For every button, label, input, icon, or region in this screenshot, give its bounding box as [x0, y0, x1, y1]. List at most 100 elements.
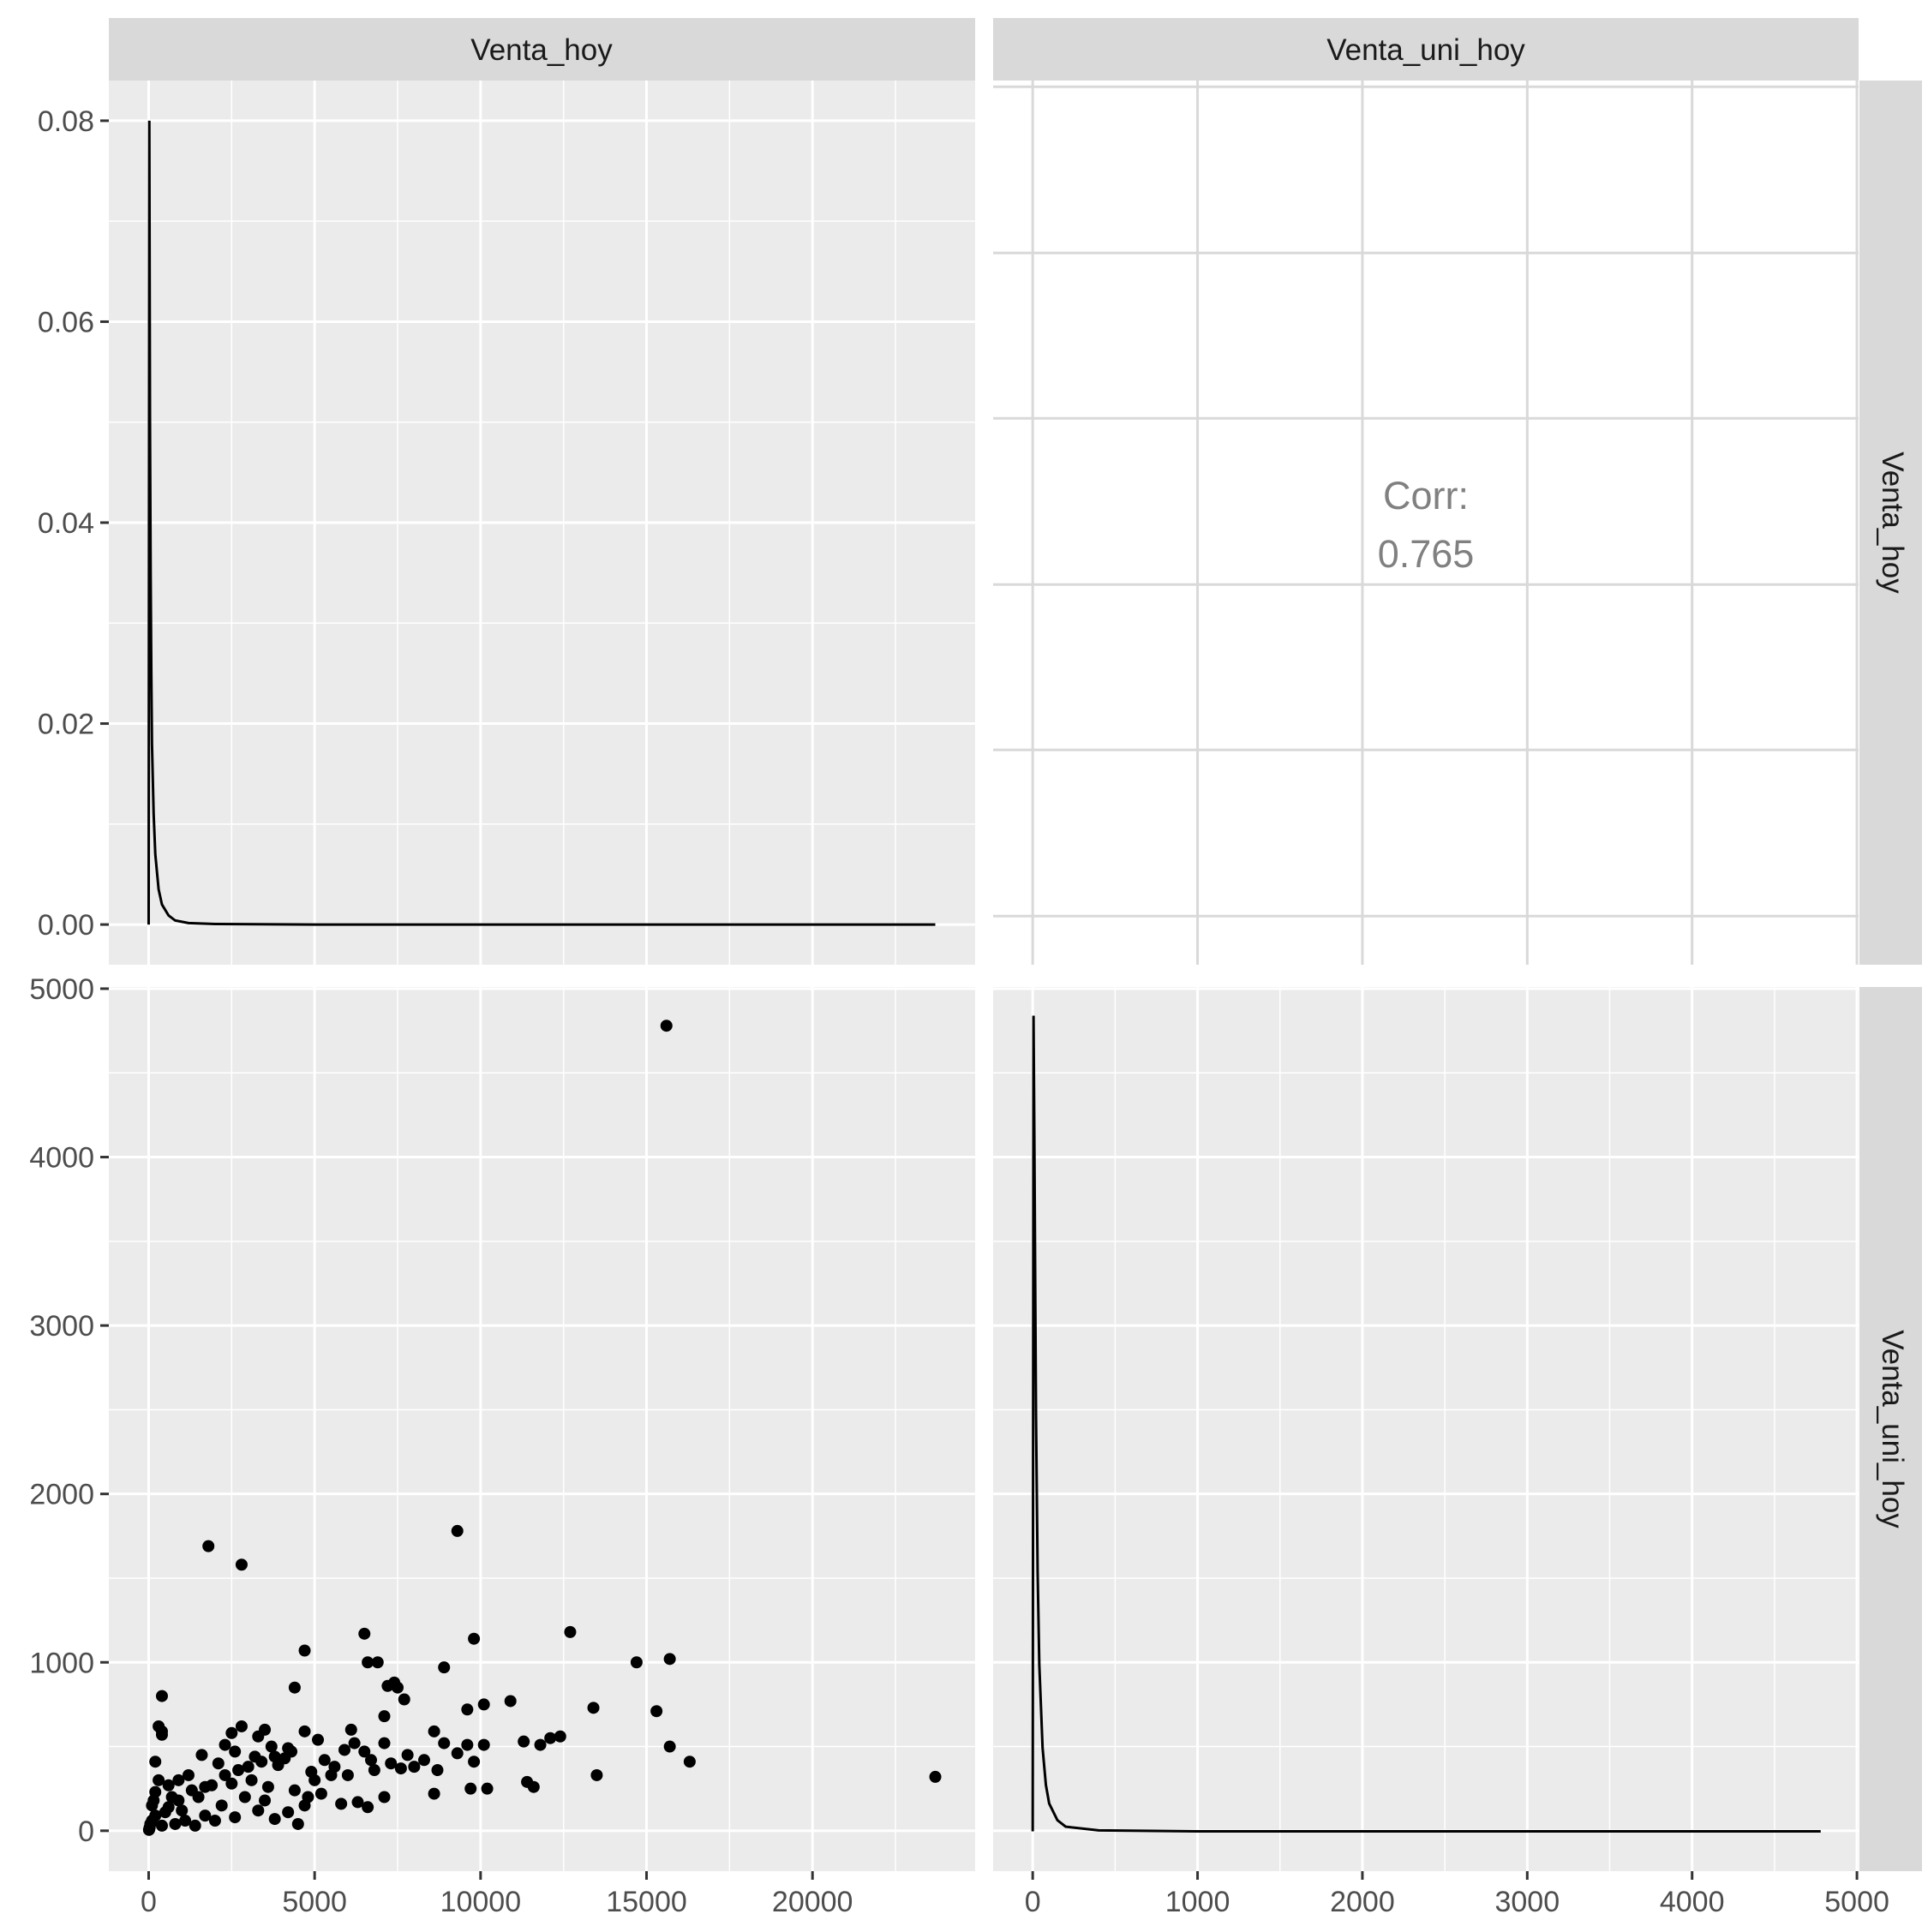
scatter-point — [477, 1738, 490, 1751]
scatter-point — [464, 1782, 477, 1795]
scatter-point — [351, 1796, 364, 1809]
panels: 0.00 0.02 0.04 0.06 0.08 0 1000 2000 3000 4000 500… — [29, 81, 1889, 1918]
scatter-point — [527, 1780, 540, 1793]
x-axis-col2-tick-label: 5000 — [1824, 1886, 1889, 1918]
scatter-point — [554, 1730, 566, 1743]
scatter-point — [358, 1627, 371, 1640]
y-axis-row1-tick-label: 0.06 — [38, 306, 94, 338]
scatter-point — [477, 1698, 490, 1711]
scatter-point — [149, 1756, 162, 1768]
scatter-point — [371, 1656, 384, 1669]
scatter-point — [362, 1801, 374, 1814]
scatter-point — [468, 1756, 481, 1768]
scatter-point — [544, 1732, 557, 1744]
scatter-point — [362, 1656, 374, 1669]
scatter-point — [504, 1695, 517, 1708]
scatter-point — [298, 1725, 311, 1738]
y-axis-row1-tick-label: 0.08 — [38, 105, 94, 138]
scatter-point — [242, 1761, 254, 1773]
scatter-point — [348, 1737, 361, 1750]
scatter-point — [229, 1811, 242, 1824]
scatter-point — [314, 1787, 327, 1800]
scatter-point — [265, 1740, 278, 1753]
scatter-point — [288, 1784, 301, 1797]
scatter-point — [451, 1747, 464, 1760]
x-axis-col1-tick-label: 15000 — [606, 1886, 687, 1918]
panel-venta-hoy-density — [109, 81, 975, 965]
scatter-point — [146, 1799, 159, 1812]
scatter-point — [176, 1804, 189, 1817]
scatter-point — [169, 1817, 182, 1830]
strip-right-row2-bg — [1859, 987, 1922, 1871]
panel-venta-uni-hoy-density-bg — [993, 987, 1859, 1871]
scatter-point — [298, 1644, 311, 1657]
scatter-point — [162, 1801, 175, 1814]
panel-correlation — [993, 81, 1859, 965]
scatter-point — [344, 1723, 357, 1736]
scatter-point — [189, 1819, 201, 1832]
scatter-point — [288, 1681, 301, 1694]
scatter-point — [219, 1738, 231, 1751]
scatter-point — [179, 1815, 192, 1827]
scatter-point — [202, 1540, 215, 1552]
scatter-point — [245, 1773, 258, 1786]
y-axis-row2-tick-label: 4000 — [29, 1142, 94, 1175]
scatter-point — [438, 1661, 451, 1674]
scatter-point — [378, 1710, 391, 1723]
scatter-point — [208, 1815, 221, 1827]
scatter-point — [312, 1733, 325, 1746]
x-axis-col1-tick-label: 5000 — [282, 1886, 347, 1918]
strip-top-col2-label: Venta_uni_hoy — [1326, 33, 1525, 67]
scatter-point — [401, 1749, 414, 1762]
scatter-point — [368, 1764, 380, 1777]
x-axis-col2-tick-label: 3000 — [1494, 1886, 1560, 1918]
correlation-label-group: Corr: 0.765 — [1378, 474, 1475, 576]
y-axis-row1-tick-label: 0.00 — [38, 909, 94, 942]
top-strips: Venta_hoy Venta_uni_hoy — [109, 18, 1859, 81]
scatter-point — [378, 1791, 391, 1803]
scatter-point — [564, 1625, 577, 1638]
scatter-point — [650, 1705, 663, 1718]
scatter-point — [212, 1757, 225, 1770]
scatter-point — [378, 1737, 391, 1750]
scatter-point — [268, 1750, 281, 1763]
x-axis-col2-tick-label: 0 — [1025, 1886, 1041, 1918]
scatter-point — [215, 1799, 228, 1812]
scatter-point — [255, 1756, 268, 1768]
scatter-point — [392, 1681, 404, 1694]
scatter-point — [162, 1779, 175, 1791]
scatter-point — [929, 1770, 942, 1783]
y-axis-row2-tick-label: 3000 — [29, 1310, 94, 1343]
scatter-point — [365, 1754, 378, 1767]
density-line-venta-hoy — [147, 120, 936, 926]
scatter-point — [219, 1768, 231, 1781]
scatter-point — [518, 1735, 530, 1748]
x-axis-col2-tick-label: 1000 — [1165, 1886, 1230, 1918]
axes: 0.00 0.02 0.04 0.06 0.08 0 1000 2000 3000 4000 500… — [29, 105, 1889, 1918]
scatter-point — [318, 1754, 331, 1767]
scatter-point — [587, 1702, 600, 1714]
scatter-point — [232, 1764, 245, 1777]
density-line-venta-uni-hoy — [1031, 1015, 1821, 1833]
strip-top-col1-bg — [109, 18, 975, 81]
strip-right-row1-label: Venta_hoy — [1876, 452, 1909, 594]
scatter-point — [394, 1762, 407, 1775]
scatter-point — [185, 1784, 198, 1797]
scatter-point — [468, 1632, 481, 1645]
panel-venta-uni-hoy-density — [993, 987, 1859, 1871]
x-axis-col1-tick-label: 10000 — [440, 1886, 522, 1918]
scatter-point — [428, 1725, 440, 1738]
scatter-point — [268, 1813, 281, 1826]
scatter-point — [252, 1804, 265, 1817]
correlation-label: Corr: — [1383, 474, 1469, 517]
y-axis-row1-tick-label: 0.04 — [38, 507, 94, 540]
scatter-point — [155, 1690, 168, 1702]
scatter-point — [381, 1679, 394, 1692]
scatter-point — [172, 1794, 185, 1807]
scatter-point — [225, 1777, 238, 1790]
scatter-point — [282, 1806, 295, 1819]
strip-right-row1-bg — [1859, 81, 1922, 965]
correlation-value: 0.765 — [1378, 532, 1475, 576]
